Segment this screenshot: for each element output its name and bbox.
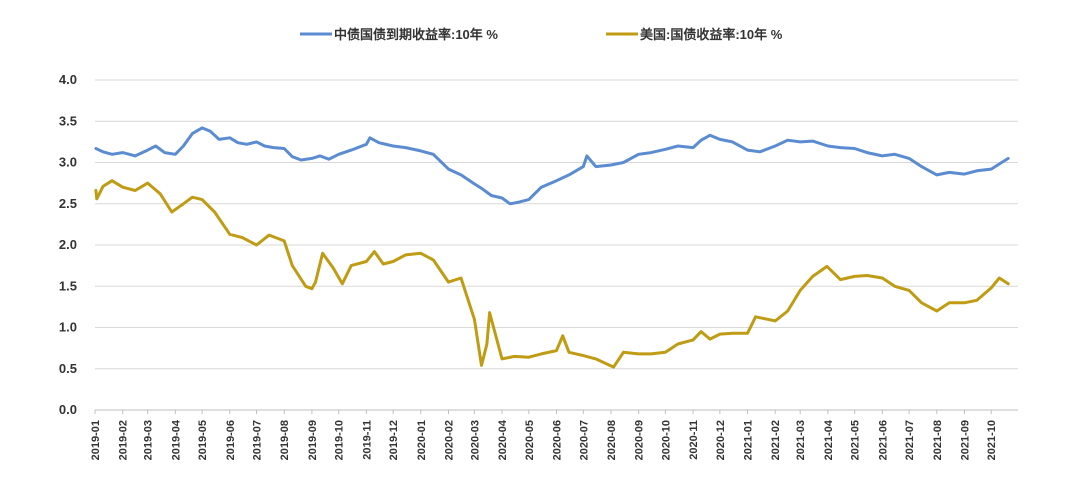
x-tick-label: 2020-08 <box>606 420 618 460</box>
x-tick-label: 2019-11 <box>361 420 373 460</box>
x-tick-label: 2019-04 <box>170 419 182 460</box>
legend-label-us: 美国:国债收益率:10年 % <box>640 27 783 42</box>
x-tick-label: 2021-02 <box>770 420 782 460</box>
x-tick-label: 2020-05 <box>524 420 536 460</box>
x-tick-label: 2020-01 <box>416 420 428 460</box>
x-tick-label: 2019-08 <box>279 420 291 460</box>
x-tick-label: 2021-09 <box>959 420 971 460</box>
x-tick-label: 2020-04 <box>497 419 509 460</box>
x-tick-label: 2020-06 <box>552 420 564 460</box>
x-tick-label: 2021-08 <box>932 420 944 460</box>
x-tick-label: 2021-04 <box>823 419 835 460</box>
x-tick-label: 2020-07 <box>578 420 590 460</box>
x-tick-label: 2020-03 <box>469 420 481 460</box>
series-layer <box>94 126 1010 369</box>
x-tick-label: 2021-06 <box>877 420 889 460</box>
x-tick-label: 2020-10 <box>660 420 672 460</box>
y-tick-label: 2.5 <box>59 196 77 211</box>
x-tick-label: 2021-07 <box>904 420 916 460</box>
x-tick-label: 2019-10 <box>334 420 346 460</box>
y-tick-label: 3.0 <box>59 155 77 170</box>
legend: 中债国债到期收益率:10年 % 美国:国债收益率:10年 % <box>300 27 783 42</box>
x-tick-label: 2021-01 <box>743 420 755 460</box>
x-tick-label: 2019-01 <box>90 420 102 460</box>
gridlines <box>95 79 1018 411</box>
y-axis: 0.0 0.5 1.0 1.5 2.0 2.5 3.0 3.5 4.0 <box>59 72 77 417</box>
x-tick-label: 2020-09 <box>634 420 646 460</box>
y-tick-label: 0.0 <box>59 402 77 417</box>
y-tick-label: 2.0 <box>59 237 77 252</box>
x-tick-label: 2019-03 <box>143 420 155 460</box>
series-line-us-10y <box>94 179 1010 369</box>
legend-label-china: 中债国债到期收益率:10年 % <box>334 27 498 42</box>
x-tick-label: 2020-12 <box>715 420 727 460</box>
x-tick-label: 2019-07 <box>252 420 264 460</box>
y-tick-label: 3.5 <box>59 113 77 128</box>
x-tick-label: 2021-10 <box>986 420 998 460</box>
x-tick-label: 2020-02 <box>443 420 455 460</box>
x-tick-label: 2019-02 <box>118 420 130 460</box>
x-tick-label: 2021-03 <box>795 420 807 460</box>
x-tick-label: 2020-11 <box>688 420 700 460</box>
y-tick-label: 4.0 <box>59 72 77 87</box>
y-tick-label: 1.5 <box>59 278 77 293</box>
x-tick-label: 2019-09 <box>307 420 319 460</box>
y-tick-label: 0.5 <box>59 361 77 376</box>
x-tick-label: 2021-05 <box>850 420 862 460</box>
x-tick-label: 2019-05 <box>197 420 209 460</box>
x-axis: 2019-01 2019-02 2019-03 2019-04 2019-05 2019-… <box>90 409 1018 460</box>
x-tick-label: 2019-12 <box>388 420 400 460</box>
series-line-china-10y <box>94 126 1010 206</box>
x-tick-label: 2019-06 <box>225 420 237 460</box>
y-tick-label: 1.0 <box>59 320 77 335</box>
